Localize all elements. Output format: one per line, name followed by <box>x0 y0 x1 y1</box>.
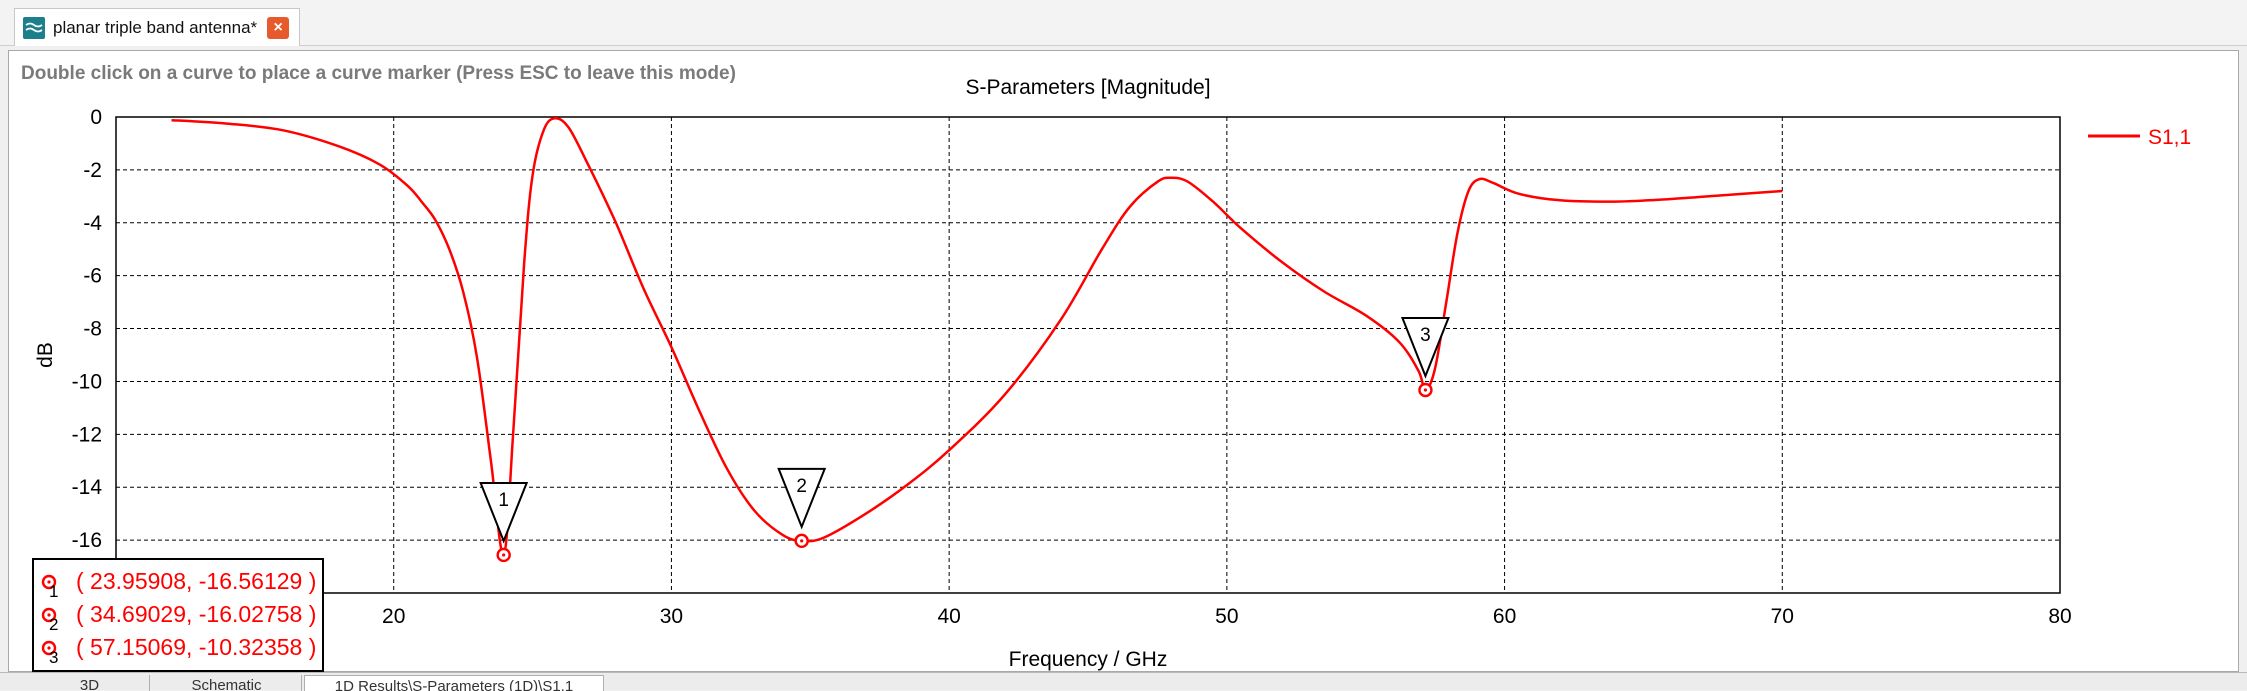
tab-planar-triple-band-antenna[interactable]: planar triple band antenna* × <box>14 8 300 46</box>
curve-marker-number: 3 <box>1420 325 1431 346</box>
series-line-s11 <box>171 117 1783 557</box>
tab-1d-result-s11[interactable]: 1D Results\S-Parameters (1D)\S1,1 <box>304 675 604 691</box>
marker-readout-row[interactable]: 2 ( 34.69029, -16.02758 ) <box>34 599 322 634</box>
chart-title: S-Parameters [Magnitude] <box>965 76 1210 99</box>
y-tick-label: -8 <box>83 318 102 341</box>
y-tick-label: -16 <box>72 529 102 552</box>
document-tab-bar: planar triple band antenna* × <box>0 0 2247 46</box>
plot-area[interactable] <box>8 50 2239 672</box>
y-tick-label: -6 <box>83 265 102 288</box>
x-tick-label: 20 <box>382 605 405 628</box>
y-tick-label: -4 <box>83 212 102 235</box>
tab-schematic[interactable]: Schematic <box>152 675 302 691</box>
view-tab-bar: 3D Schematic 1D Results\S-Parameters (1D… <box>0 672 2247 691</box>
curve-marker-flag <box>1400 317 1450 379</box>
x-tick-label: 60 <box>1493 605 1516 628</box>
marker-readout-row[interactable]: 3 ( 57.15069, -10.32358 ) <box>34 632 322 667</box>
marker-number: 1 <box>49 582 59 601</box>
marker-value: ( 34.69029, -16.02758 ) <box>76 601 317 627</box>
y-axis-label: dB <box>34 342 57 368</box>
x-tick-label: 70 <box>1771 605 1794 628</box>
marker-number: 3 <box>49 648 59 667</box>
y-tick-label: -12 <box>72 423 102 446</box>
curve-marker-mode-hint: Double click on a curve to place a curve… <box>21 63 736 84</box>
curve-marker-flag <box>777 467 827 530</box>
y-tick-label: -14 <box>72 476 103 499</box>
curve-marker-dot <box>800 539 804 543</box>
y-tick-label: -10 <box>72 370 102 393</box>
x-tick-label: 80 <box>2048 605 2071 628</box>
tab-3d[interactable]: 3D <box>30 675 150 691</box>
x-axis-label: Frequency / GHz <box>1009 648 1168 671</box>
marker-value: ( 57.15069, -10.32358 ) <box>76 634 317 660</box>
y-tick-label: -2 <box>83 159 102 182</box>
marker-point-icon <box>41 607 57 623</box>
curve-marker-dot <box>1423 388 1428 392</box>
marker-readout-box: 1 ( 23.95908, -16.56129 ) 2 ( 34.69029, … <box>32 558 324 672</box>
curve-marker-dot <box>502 553 506 557</box>
plot-frame <box>115 116 2061 594</box>
x-tick-label: 30 <box>660 605 683 628</box>
marker-point-icon <box>41 574 57 590</box>
curve-marker-number: 2 <box>796 476 807 497</box>
marker-number: 2 <box>49 615 59 634</box>
curve-marker-number: 1 <box>498 490 509 511</box>
tab-title: planar triple band antenna* <box>53 17 258 37</box>
tab-close-icon[interactable]: × <box>267 16 290 39</box>
x-tick-label: 50 <box>1215 605 1238 628</box>
marker-value: ( 23.95908, -16.56129 ) <box>76 568 317 594</box>
marker-point-icon <box>41 640 57 656</box>
antenna-project-icon <box>23 16 45 39</box>
marker-readout-row[interactable]: 1 ( 23.95908, -16.56129 ) <box>34 566 322 601</box>
curve-marker-flag <box>479 481 529 544</box>
x-tick-label: 40 <box>937 605 960 628</box>
y-tick-label: 0 <box>90 106 102 129</box>
legend-label-s11: S1,1 <box>2148 126 2191 149</box>
